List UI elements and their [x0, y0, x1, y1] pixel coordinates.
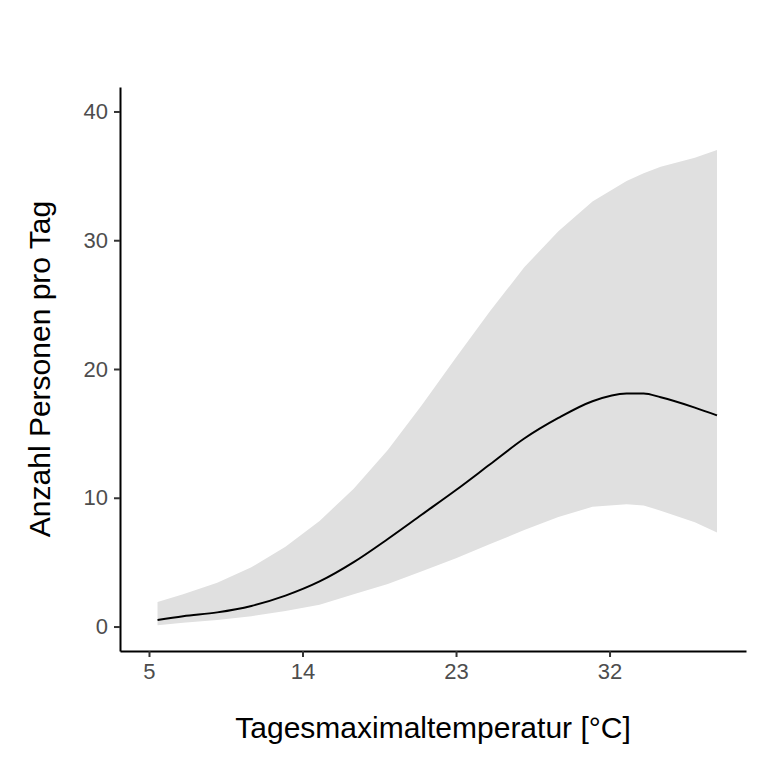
y-tick-mark	[114, 240, 120, 242]
x-tick-label: 32	[598, 659, 622, 684]
x-tick-mark	[302, 651, 304, 657]
y-tick: 0	[96, 614, 120, 639]
x-axis: 5 14 23 32	[121, 651, 747, 684]
x-tick-label: 14	[291, 659, 315, 684]
x-tick: 32	[598, 651, 622, 684]
y-tick-label: 20	[84, 357, 108, 382]
y-tick: 10	[84, 485, 120, 510]
y-tick-mark	[114, 626, 120, 628]
y-tick-mark	[114, 497, 120, 499]
y-tick-mark	[114, 111, 120, 113]
y-axis: 0 10 20 30 40	[84, 88, 121, 652]
y-tick: 30	[84, 228, 120, 253]
x-tick-label: 23	[444, 659, 468, 684]
y-tick-label: 10	[84, 485, 108, 510]
x-tick-mark	[609, 651, 611, 657]
line	[158, 393, 717, 620]
x-axis-title: Tagesmaximaltemperatur [°C]	[235, 711, 630, 744]
y-tick-label: 0	[96, 614, 108, 639]
y-tick-mark	[114, 369, 120, 371]
x-axis-line	[121, 651, 747, 653]
y-tick-label: 30	[84, 228, 108, 253]
confidence-band	[158, 150, 717, 625]
x-tick-label: 5	[143, 659, 155, 684]
y-tick-label: 40	[84, 99, 108, 124]
y-axis-title: Anzahl Personen pro Tag	[23, 201, 56, 537]
plot-area	[158, 150, 717, 625]
chart: 5 14 23 32 0 10 20 30 40 Tagesmaximaltemperatur […	[0, 0, 768, 768]
x-tick-mark	[148, 651, 150, 657]
y-tick: 40	[84, 99, 120, 124]
x-tick: 23	[444, 651, 468, 684]
y-tick: 20	[84, 357, 120, 382]
x-tick-mark	[456, 651, 458, 657]
x-tick: 5	[143, 651, 155, 684]
x-tick: 14	[291, 651, 315, 684]
